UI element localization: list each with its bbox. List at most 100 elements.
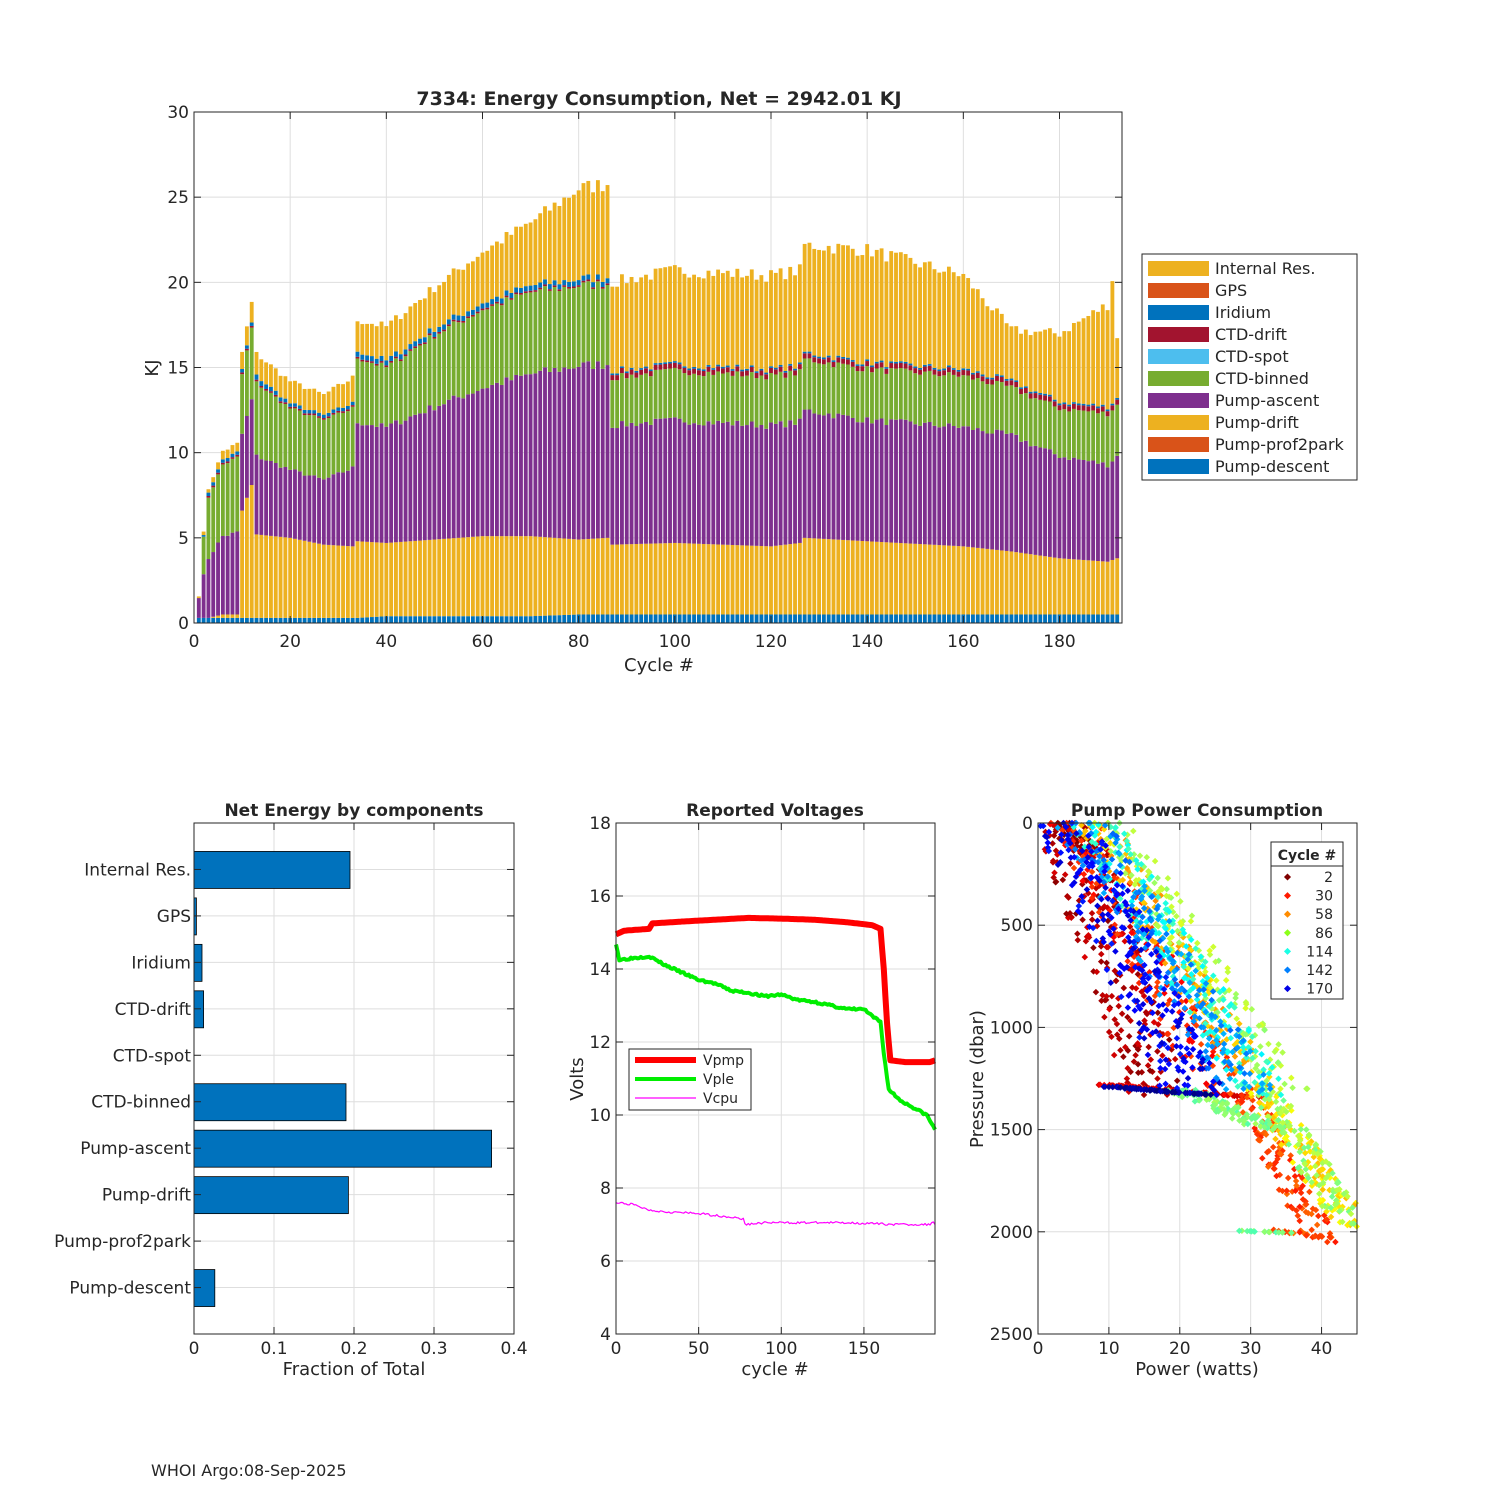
components-bar <box>193 1083 347 1122</box>
energy-bar-cycle <box>889 251 894 623</box>
energy-bar-drift <box>437 539 442 617</box>
energy-bar-internal <box>240 351 245 370</box>
energy-bar-iridium <box>538 282 543 288</box>
pump-point <box>1127 1068 1134 1076</box>
energy-bar-ascent <box>884 425 889 543</box>
energy-bar-drift <box>1033 554 1038 615</box>
pump-xtick-label: 30 <box>1240 1339 1262 1359</box>
pump-point <box>1336 1208 1343 1215</box>
energy-bar-drift <box>1076 559 1081 615</box>
energy-bar-descent <box>783 614 788 623</box>
energy-bar-descent <box>1009 614 1014 623</box>
energy-bar-cycle <box>461 269 466 623</box>
energy-bar-ascent <box>773 423 778 546</box>
energy-bar-ctddrift <box>668 363 672 369</box>
energy-bar-ascent <box>586 361 591 539</box>
pump-point <box>1171 976 1179 983</box>
pump-point <box>1255 1022 1263 1029</box>
pump-point <box>1166 1036 1173 1043</box>
energy-bar-drift <box>946 545 951 615</box>
voltages-xtick-label: 100 <box>765 1339 797 1359</box>
pump-legend-label: 30 <box>1315 889 1333 905</box>
pump-xtick-label: 20 <box>1169 1339 1191 1359</box>
components-category-label: CTD-drift <box>115 1000 192 1020</box>
energy-bar-ascent <box>639 423 644 544</box>
pump-point <box>1246 1070 1254 1078</box>
energy-bar-drift <box>413 540 418 617</box>
pump-point <box>1185 1025 1193 1032</box>
energy-bar-cycle <box>369 323 374 623</box>
energy-bar-binned <box>644 373 648 422</box>
energy-bar-iridium <box>1004 379 1009 381</box>
energy-bar-internal <box>740 277 745 370</box>
pump-point <box>1206 1059 1213 1067</box>
energy-bar-iridium <box>870 365 874 368</box>
voltage-line-vcpu <box>615 1201 936 1226</box>
energy-bar-iridium <box>273 390 278 395</box>
energy-bar-cycle <box>918 267 922 623</box>
energy-bar-descent <box>533 616 538 623</box>
pump-point <box>1153 921 1160 929</box>
pump-point <box>1333 1186 1341 1194</box>
energy-bar-iridium <box>995 374 999 376</box>
energy-bar-internal <box>759 275 764 369</box>
pump-point <box>1349 1204 1356 1211</box>
pump-point <box>1308 1179 1315 1186</box>
energy-bar-drift <box>966 546 971 615</box>
energy-bar-iridium <box>557 284 562 290</box>
energy-bar-iridium <box>1081 403 1086 406</box>
pump-legend-label: 58 <box>1315 907 1333 923</box>
energy-bar-cycle <box>350 375 355 623</box>
pump-point <box>1134 1061 1142 1068</box>
energy-bar-binned <box>730 375 735 426</box>
energy-bar-ascent <box>437 405 442 540</box>
energy-bar-drift <box>269 535 273 618</box>
energy-bar-ascent <box>759 424 764 547</box>
energy-bar-drift <box>312 542 317 618</box>
energy-bar-ascent <box>254 454 259 535</box>
pump-point <box>1140 1035 1148 1042</box>
energy-bar-binned <box>211 487 216 553</box>
pump-point <box>1196 1049 1204 1056</box>
pump-point <box>1059 876 1067 884</box>
energy-bar-ctddrift <box>1062 404 1067 410</box>
pump-point <box>1296 1229 1303 1236</box>
energy-bar-cycle <box>495 241 499 623</box>
energy-bar-binned <box>706 371 711 422</box>
pump-point <box>1296 1148 1304 1156</box>
energy-bar-binned <box>360 361 365 426</box>
energy-bar-iridium <box>466 311 470 317</box>
energy-bar-ctddrift <box>1023 387 1028 394</box>
energy-bar-internal <box>379 321 384 356</box>
energy-bar-binned <box>432 338 437 411</box>
energy-bar-ctddrift <box>341 411 345 413</box>
energy-bar-cycle <box>1014 326 1019 623</box>
energy-bar-internal <box>841 245 846 357</box>
energy-bar-ctddrift <box>759 370 764 376</box>
pump-point <box>1278 1125 1286 1133</box>
energy-bar-cycle <box>1043 329 1047 623</box>
energy-bar-binned <box>610 380 615 428</box>
energy-bar-cycle <box>826 245 831 623</box>
energy-bar-ctddrift <box>389 360 394 363</box>
pump-point <box>1125 1033 1133 1040</box>
energy-bar-ascent <box>1057 457 1062 559</box>
energy-bar-ascent <box>629 422 634 545</box>
energy-bar-ctddrift <box>745 370 749 376</box>
pump-point <box>1287 1152 1294 1159</box>
energy-bar-ctddrift <box>1052 401 1057 407</box>
energy-bar-descent <box>249 617 254 623</box>
energy-bar-descent <box>331 617 336 623</box>
energy-bar-drift <box>692 543 696 615</box>
pump-point <box>1217 1022 1225 1029</box>
energy-bar-ascent <box>326 477 331 545</box>
energy-bar-ctddrift <box>865 361 870 367</box>
pump-point <box>1202 1080 1210 1087</box>
energy-bar-drift <box>759 546 764 615</box>
energy-bar-iridium <box>600 281 605 288</box>
energy-bar-drift <box>470 536 475 617</box>
pump-point <box>1177 898 1184 905</box>
pump-point <box>1227 1027 1234 1034</box>
pump-point <box>1173 1042 1180 1050</box>
energy-bar-descent <box>485 616 490 623</box>
